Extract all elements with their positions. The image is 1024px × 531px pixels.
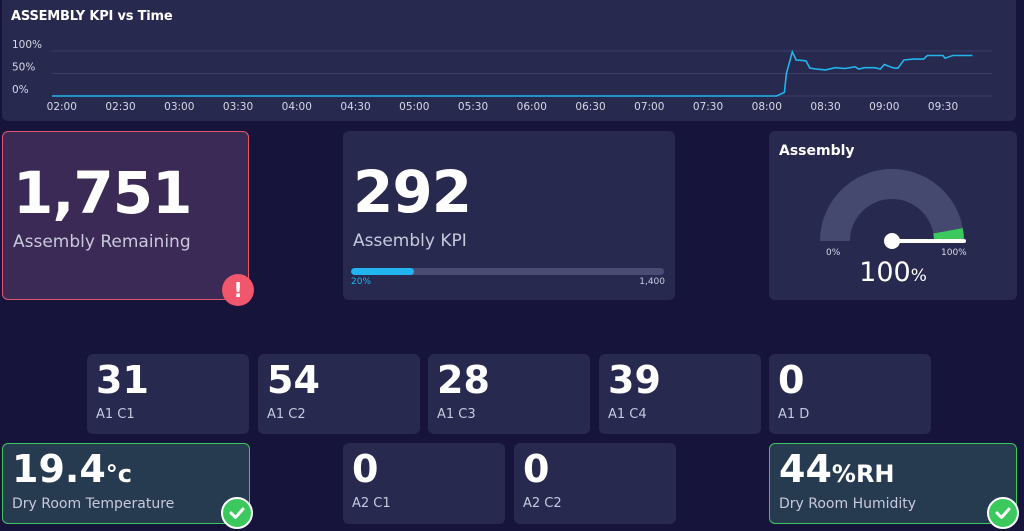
humidity-label: Dry Room Humidity: [779, 496, 917, 512]
temperature-label: Dry Room Temperature: [12, 496, 175, 512]
assembly-kpi-label: Assembly KPI: [353, 231, 467, 251]
counter-tile-a2-c2[interactable]: 0 A2 C2: [514, 443, 676, 524]
gauge-title: Assembly: [779, 143, 855, 159]
tile-label: A1 D: [778, 407, 810, 422]
assembly-remaining-card[interactable]: 1,751 Assembly Remaining !: [2, 131, 254, 306]
x-tick-label: 05:30: [458, 101, 488, 113]
x-tick-label: 08:00: [752, 101, 782, 113]
x-tick-label: 02:00: [47, 101, 77, 113]
x-tick-label: 07:00: [634, 101, 664, 113]
assembly-kpi-card[interactable]: 292 Assembly KPI 20% 1,400: [343, 131, 675, 300]
kpi-series-line: [52, 49, 973, 97]
tile-label: A1 C2: [267, 407, 306, 422]
gauge-dial: [820, 169, 966, 249]
x-tick-label: 05:00: [399, 101, 429, 113]
humidity-number: 44: [779, 447, 832, 491]
kpi-chart-panel: 100% 50% 0% 02:00 02:30 03:00 03:30 04:00 04:30 0…: [2, 0, 1016, 121]
x-tick-label: 04:00: [282, 101, 312, 113]
check-icon: [221, 497, 253, 529]
x-tick-label: 07:30: [693, 101, 723, 113]
assembly-remaining-value: 1,751: [13, 159, 192, 227]
assembly-kpi-value: 292: [353, 158, 472, 226]
check-icon: [987, 497, 1019, 529]
gauge-track: [820, 169, 964, 241]
gauge-max-label: 100%: [941, 248, 967, 258]
dry-room-temperature-card[interactable]: 19.4°c Dry Room Temperature: [2, 443, 250, 524]
tile-label: A2 C1: [352, 496, 391, 511]
tile-value: 0: [778, 358, 805, 402]
temperature-unit: °c: [105, 460, 132, 488]
x-tick-label: 09:00: [869, 101, 899, 113]
tile-value: 54: [267, 358, 320, 402]
humidity-value: 44%RH: [779, 450, 895, 488]
tile-value: 0: [352, 447, 379, 491]
gauge-pivot: [884, 233, 900, 249]
gauge-min-label: 0%: [826, 248, 841, 258]
counter-tile-a1-c1[interactable]: 31 A1 C1: [87, 354, 249, 434]
kpi-progress-fill: [351, 268, 414, 275]
tile-label: A1 C4: [608, 407, 647, 422]
x-tick-label: 09:30: [928, 101, 958, 113]
counter-tile-a1-c4[interactable]: 39 A1 C4: [599, 354, 761, 434]
x-tick-label: 04:30: [340, 101, 370, 113]
tile-label: A1 C1: [96, 407, 135, 422]
tile-label: A1 C3: [437, 407, 476, 422]
kpi-progress-bar: [351, 268, 664, 275]
assembly-remaining-label: Assembly Remaining: [13, 232, 191, 252]
y-tick-label: 50%: [12, 62, 35, 74]
tile-value: 28: [437, 358, 490, 402]
x-tick-label: 08:30: [810, 101, 840, 113]
humidity-unit: %RH: [831, 460, 895, 488]
kpi-progress-target: 1,400: [639, 277, 665, 287]
kpi-line-chart: 100% 50% 0% 02:00 02:30 03:00 03:30 04:00 04:30 0…: [12, 39, 992, 113]
alert-icon: !: [222, 274, 254, 306]
gauge-value-unit: %: [910, 266, 927, 286]
tile-label: A2 C2: [523, 496, 562, 511]
x-tick-label: 06:00: [517, 101, 547, 113]
kpi-progress-percent: 20%: [351, 277, 372, 287]
y-tick-label: 0%: [12, 84, 29, 96]
counter-tile-a1-c3[interactable]: 28 A1 C3: [428, 354, 590, 434]
temperature-value: 19.4°c: [12, 450, 132, 488]
gauge-value-number: 100: [859, 257, 911, 288]
tile-value: 31: [96, 358, 149, 402]
x-tick-label: 06:30: [575, 101, 605, 113]
chart-title: ASSEMBLY KPI vs Time: [11, 9, 173, 24]
gauge-level-arc: [933, 228, 964, 241]
assembly-gauge-card[interactable]: Assembly 0% 100% 100%: [769, 131, 1017, 300]
gauge-value: 100%: [769, 257, 1017, 288]
tile-value: 0: [523, 447, 550, 491]
dry-room-humidity-card[interactable]: 44%RH Dry Room Humidity: [769, 443, 1017, 524]
counter-tile-a1-c2[interactable]: 54 A1 C2: [258, 354, 420, 434]
x-tick-label: 03:30: [223, 101, 253, 113]
tile-value: 39: [608, 358, 661, 402]
temperature-number: 19.4: [12, 447, 106, 491]
counter-tile-a2-c1[interactable]: 0 A2 C1: [343, 443, 505, 524]
y-tick-label: 100%: [12, 39, 42, 51]
counter-tile-a1-d[interactable]: 0 A1 D: [769, 354, 931, 434]
x-tick-label: 03:00: [164, 101, 194, 113]
x-tick-label: 02:30: [105, 101, 135, 113]
